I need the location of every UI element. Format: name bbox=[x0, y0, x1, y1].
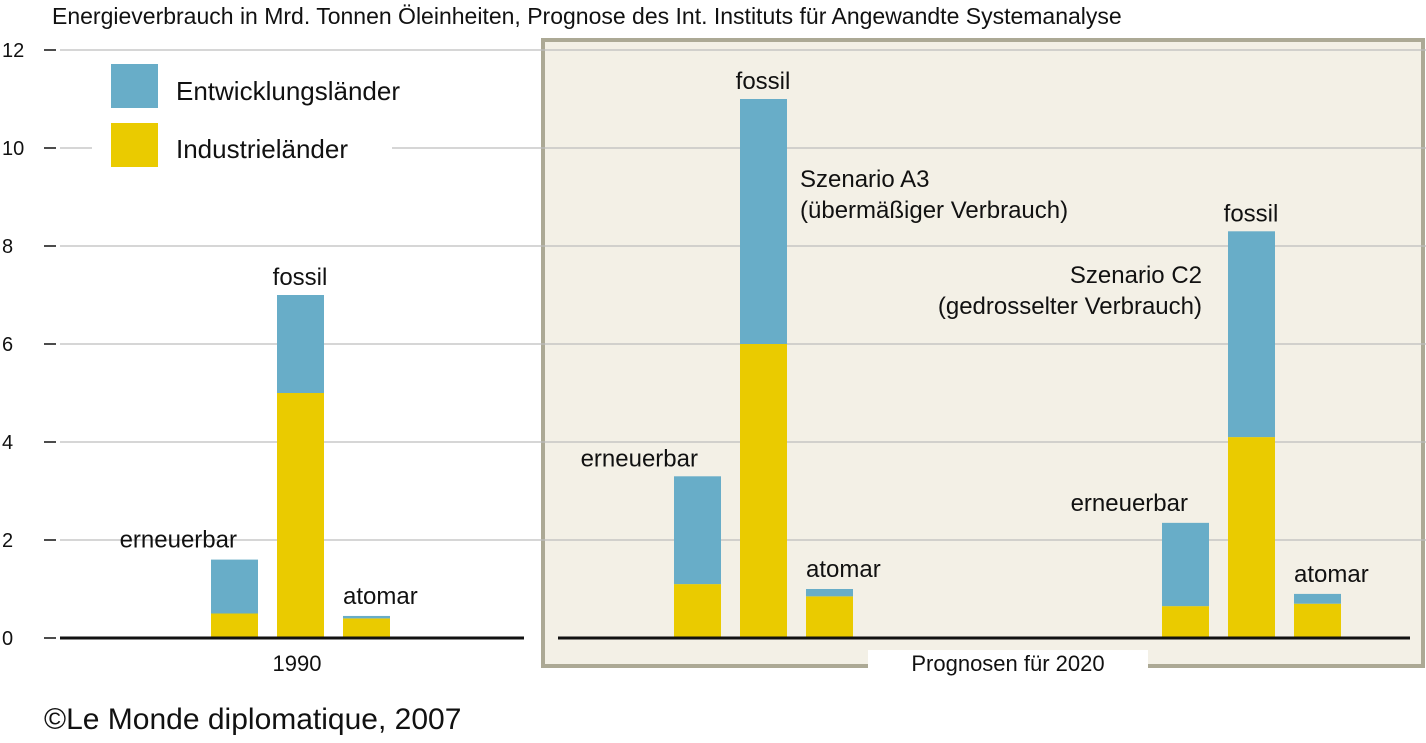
chart-title: Energieverbrauch in Mrd. Tonnen Öleinhei… bbox=[52, 3, 1122, 29]
bar-segment-industrial bbox=[1294, 603, 1341, 638]
bar-label: atomar bbox=[806, 556, 881, 583]
legend-label-developing: Entwicklungsländer bbox=[176, 76, 400, 106]
y-tick-label: 6 bbox=[2, 334, 13, 356]
bar-segment-developing bbox=[1294, 593, 1341, 604]
copyright-note: ©Le Monde diplomatique, 2007 bbox=[44, 703, 461, 736]
bar-label: atomar bbox=[1294, 561, 1369, 588]
bar-label: atomar bbox=[343, 583, 418, 610]
legend: Entwicklungsländer Industrieländer bbox=[92, 60, 400, 172]
scenario-a3-subtitle: (übermäßiger Verbrauch) bbox=[800, 197, 1068, 224]
bar-label: fossil bbox=[736, 68, 791, 95]
bar-segment-industrial bbox=[740, 344, 787, 638]
y-tick-label: 12 bbox=[2, 40, 24, 62]
bar-label: erneuerbar bbox=[1071, 490, 1188, 517]
legend-swatch-developing bbox=[111, 64, 158, 108]
bar-segment-industrial bbox=[277, 393, 324, 638]
bar-segment-developing bbox=[277, 295, 324, 393]
legend-swatch-industrial bbox=[111, 123, 158, 167]
bar-segment-industrial bbox=[674, 584, 721, 638]
bar-segment-developing bbox=[1162, 522, 1209, 607]
bar-segment-industrial bbox=[211, 613, 258, 638]
scenario-c2-title: Szenario C2 bbox=[1070, 262, 1202, 289]
y-axis-ticks: 0 2 4 6 8 10 12 bbox=[2, 40, 56, 650]
y-tick-label: 4 bbox=[2, 432, 13, 454]
y-tick-label: 2 bbox=[2, 530, 13, 552]
bar-segment-developing bbox=[1228, 231, 1275, 438]
bars: erneuerbar fossil atomar erneuerbar fossil at… bbox=[120, 68, 1369, 638]
group-label-2020: Prognosen für 2020 bbox=[911, 651, 1104, 676]
bar-label: erneuerbar bbox=[120, 527, 237, 554]
y-tick-label: 10 bbox=[2, 138, 24, 160]
bar-segment-developing bbox=[740, 99, 787, 344]
group-label-2020-background bbox=[868, 650, 1148, 680]
bar-label: fossil bbox=[273, 264, 328, 291]
bar-label: fossil bbox=[1224, 200, 1279, 227]
bar-label: erneuerbar bbox=[581, 445, 698, 472]
bar-segment-industrial bbox=[343, 618, 390, 638]
bar-segment-developing bbox=[674, 476, 721, 585]
group-label-1990: 1990 bbox=[273, 651, 322, 676]
bar-segment-developing bbox=[343, 615, 390, 619]
bar-segment-developing bbox=[211, 559, 258, 614]
y-tick-label: 8 bbox=[2, 236, 13, 258]
y-tick-label: 0 bbox=[2, 628, 13, 650]
legend-label-industrial: Industrieländer bbox=[176, 134, 348, 164]
bar-segment-industrial bbox=[1228, 437, 1275, 638]
scenario-c2-subtitle: (gedrosselter Verbrauch) bbox=[938, 293, 1202, 320]
scenario-a3-title: Szenario A3 bbox=[800, 166, 929, 193]
bar-segment-developing bbox=[806, 589, 853, 597]
bar-segment-industrial bbox=[806, 596, 853, 638]
bar-segment-industrial bbox=[1162, 606, 1209, 638]
